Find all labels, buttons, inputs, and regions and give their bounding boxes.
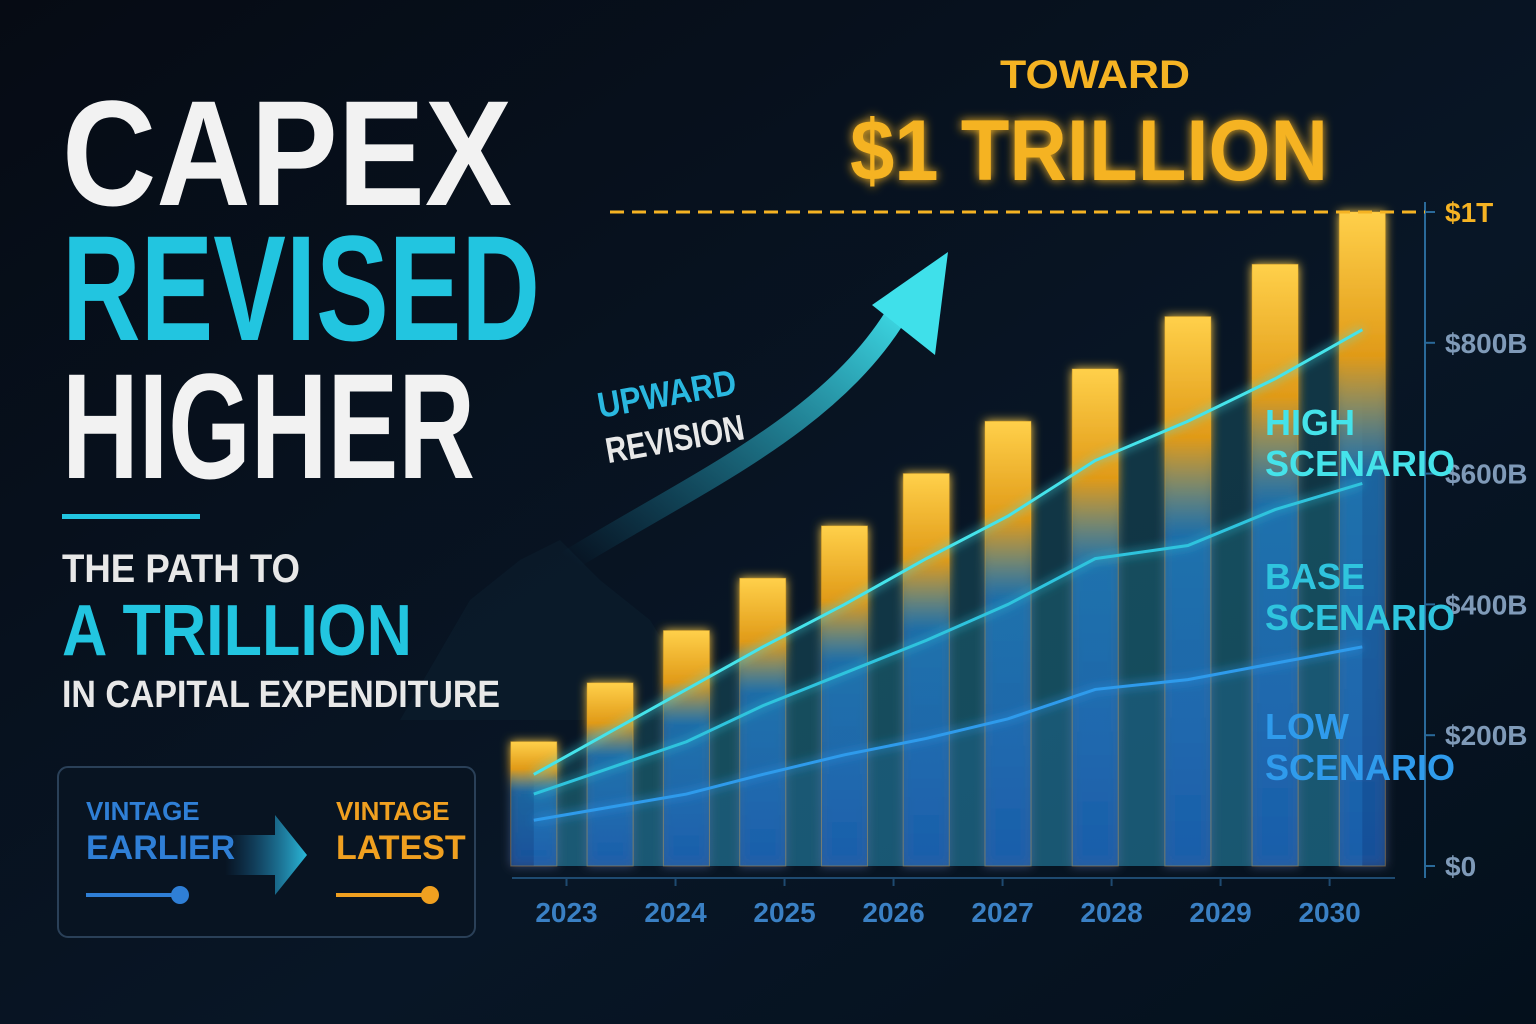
legend: [86, 886, 439, 904]
revision-arrowhead: [872, 252, 948, 355]
legend-label: VINTAGE LATEST: [336, 796, 466, 868]
x-tick-label: 2029: [1189, 897, 1251, 928]
x-tick-label: 2027: [971, 897, 1033, 928]
headline-top: TOWARD: [1000, 53, 1190, 97]
series-label: HIGH SCENARIO: [1265, 402, 1456, 485]
legend-dot: [171, 886, 189, 904]
legend-label: VINTAGE EARLIER: [86, 796, 236, 868]
x-tick-label: 2026: [862, 897, 924, 928]
bar: [902, 473, 950, 867]
series-label: BASE SCENARIO: [1265, 556, 1456, 639]
series-line: [533, 481, 1363, 796]
title-line: HIGHER: [62, 342, 475, 510]
x-tick-label: 2023: [535, 897, 597, 928]
y-tick-label: $200B: [1445, 720, 1528, 751]
mountain: [400, 540, 700, 720]
series-label: LOW SCENARIO: [1265, 706, 1456, 789]
bar: [510, 741, 558, 867]
subtitle-line: A TRILLION: [62, 591, 412, 671]
headline-main: $1 TRILLION: [850, 103, 1328, 199]
y-tick-label: $1T: [1445, 197, 1493, 228]
arrow-label: UPWARD REVISION: [594, 361, 747, 471]
bar: [739, 577, 787, 867]
y-tick-label: $600B: [1445, 459, 1528, 490]
y-tick-label: $0: [1445, 851, 1476, 882]
x-tick-label: 2024: [644, 897, 707, 928]
series-line: [533, 328, 1364, 776]
bar: [984, 420, 1032, 867]
title-line: CAPEX: [62, 69, 512, 237]
x-tick-label: 2025: [753, 897, 815, 928]
title-line: REVISED: [62, 204, 540, 372]
bar: [820, 525, 868, 867]
x-tick-label: 2028: [1080, 897, 1142, 928]
legend-arrow: [225, 815, 307, 895]
subtitle-line: THE PATH TO: [62, 547, 300, 591]
x-tick-label: 2030: [1298, 897, 1360, 928]
divider: [62, 514, 200, 519]
bar: [1251, 263, 1299, 867]
y-tick-label: $800B: [1445, 328, 1528, 359]
y-tick-label: $400B: [1445, 589, 1528, 620]
series-line: [533, 645, 1363, 822]
legend-dot: [421, 886, 439, 904]
bar: [1338, 211, 1386, 867]
revision-arrow: [559, 289, 916, 571]
plot: $0 $200B $400B $600B $800B $1T 2023 2024 2025 202…: [510, 197, 1528, 928]
bar: [1164, 316, 1212, 867]
subtitle-line: IN CAPITAL EXPENDITURE: [62, 674, 500, 716]
bar: [1071, 368, 1119, 867]
